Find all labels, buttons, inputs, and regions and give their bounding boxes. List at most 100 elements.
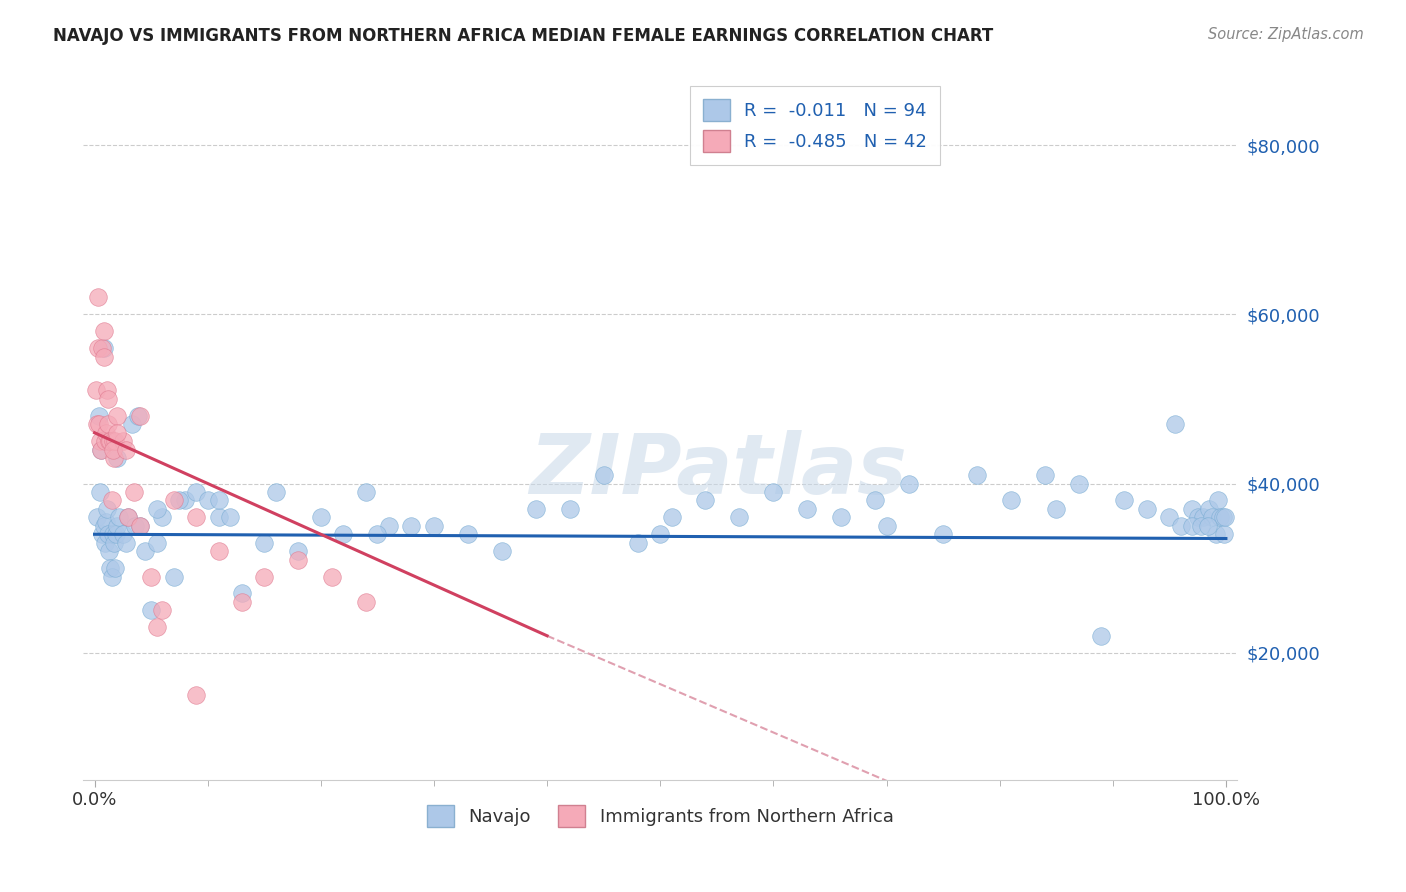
- Point: [93, 324, 115, 338]
- Point: [174, 493, 197, 508]
- Point: [97, 527, 120, 541]
- Point: [87, 290, 110, 304]
- Point: [111, 434, 134, 449]
- Point: [117, 510, 139, 524]
- Point: [1170, 518, 1192, 533]
- Point: [524, 502, 547, 516]
- Point: [146, 535, 169, 549]
- Point: [830, 510, 852, 524]
- Point: [1187, 510, 1209, 524]
- Text: Source: ZipAtlas.com: Source: ZipAtlas.com: [1208, 27, 1364, 42]
- Point: [932, 527, 955, 541]
- Point: [96, 502, 118, 516]
- Point: [100, 493, 122, 508]
- Point: [1213, 510, 1236, 524]
- Point: [1206, 493, 1229, 508]
- Point: [100, 569, 122, 583]
- Point: [103, 451, 125, 466]
- Point: [1181, 502, 1204, 516]
- Point: [87, 417, 110, 432]
- Point: [87, 409, 110, 423]
- Point: [1197, 518, 1219, 533]
- Point: [91, 341, 114, 355]
- Point: [1067, 476, 1090, 491]
- Point: [139, 569, 162, 583]
- Text: NAVAJO VS IMMIGRANTS FROM NORTHERN AFRICA MEDIAN FEMALE EARNINGS CORRELATION CHA: NAVAJO VS IMMIGRANTS FROM NORTHERN AFRIC…: [53, 27, 994, 45]
- Point: [139, 603, 162, 617]
- Point: [354, 485, 377, 500]
- Point: [101, 442, 124, 457]
- Point: [152, 510, 174, 524]
- Point: [491, 544, 513, 558]
- Point: [332, 527, 354, 541]
- Point: [98, 544, 121, 558]
- Point: [94, 425, 117, 440]
- Point: [377, 518, 399, 533]
- Point: [97, 417, 120, 432]
- Point: [94, 515, 117, 529]
- Point: [1201, 510, 1223, 524]
- Point: [457, 527, 479, 541]
- Point: [231, 595, 253, 609]
- Point: [146, 620, 169, 634]
- Point: [287, 544, 309, 558]
- Point: [128, 409, 150, 423]
- Point: [93, 434, 115, 449]
- Point: [898, 476, 921, 491]
- Point: [100, 561, 122, 575]
- Point: [89, 485, 111, 500]
- Point: [117, 510, 139, 524]
- Point: [128, 518, 150, 533]
- Point: [163, 493, 186, 508]
- Point: [1164, 417, 1187, 432]
- Point: [186, 485, 208, 500]
- Point: [105, 518, 128, 533]
- Point: [121, 417, 143, 432]
- Point: [86, 510, 108, 524]
- Point: [98, 434, 121, 449]
- Point: [876, 518, 898, 533]
- Point: [101, 527, 124, 541]
- Point: [96, 384, 118, 398]
- Point: [186, 510, 208, 524]
- Point: [1189, 518, 1212, 533]
- Point: [1000, 493, 1022, 508]
- Point: [105, 527, 128, 541]
- Point: [108, 510, 131, 524]
- Point: [208, 544, 231, 558]
- Point: [124, 518, 146, 533]
- Point: [231, 586, 253, 600]
- Point: [1090, 629, 1112, 643]
- Point: [105, 409, 128, 423]
- Point: [626, 535, 648, 549]
- Point: [1033, 468, 1056, 483]
- Point: [762, 485, 785, 500]
- Point: [104, 561, 127, 575]
- Point: [863, 493, 886, 508]
- Point: [728, 510, 751, 524]
- Point: [796, 502, 818, 516]
- Point: [287, 552, 309, 566]
- Point: [86, 417, 108, 432]
- Point: [695, 493, 717, 508]
- Point: [84, 384, 107, 398]
- Point: [1045, 502, 1067, 516]
- Point: [111, 527, 134, 541]
- Point: [253, 569, 276, 583]
- Point: [650, 527, 672, 541]
- Point: [87, 341, 110, 355]
- Point: [93, 350, 115, 364]
- Point: [146, 502, 169, 516]
- Point: [1209, 510, 1232, 524]
- Point: [100, 434, 122, 449]
- Point: [89, 434, 111, 449]
- Point: [103, 535, 125, 549]
- Point: [93, 535, 115, 549]
- Point: [366, 527, 388, 541]
- Point: [163, 569, 186, 583]
- Point: [309, 510, 332, 524]
- Point: [134, 544, 156, 558]
- Point: [1212, 527, 1234, 541]
- Point: [423, 518, 446, 533]
- Point: [197, 493, 219, 508]
